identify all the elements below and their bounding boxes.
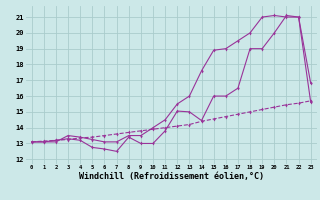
X-axis label: Windchill (Refroidissement éolien,°C): Windchill (Refroidissement éolien,°C) [79, 172, 264, 181]
